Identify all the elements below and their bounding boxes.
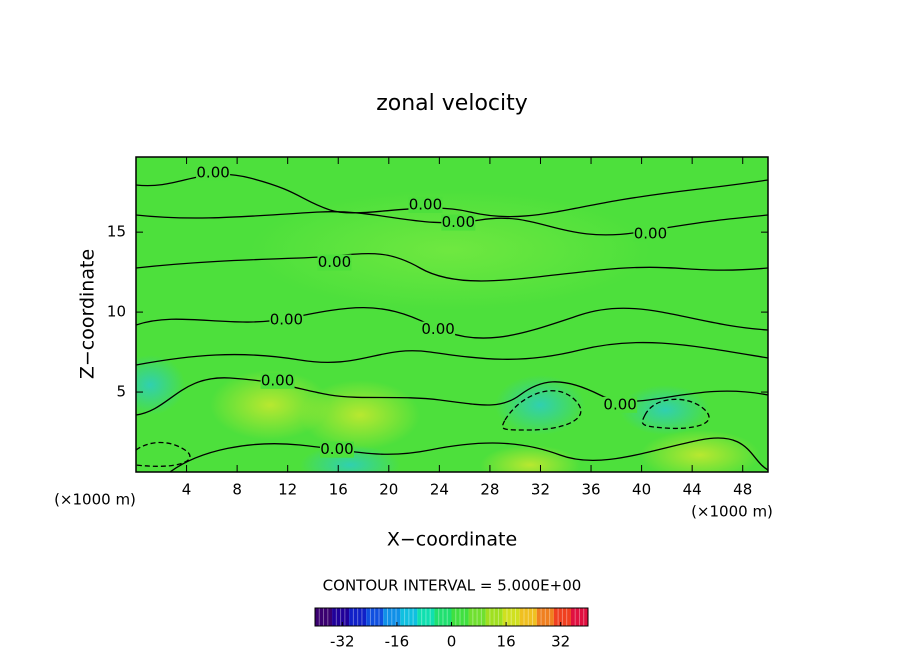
y-axis-label: Z−coordinate <box>77 249 99 379</box>
contour-label-bg <box>408 196 443 213</box>
field-blob <box>250 190 650 310</box>
colorbar-tick-label: 32 <box>551 633 570 651</box>
colorbar-swatch <box>570 608 588 626</box>
colorbar-swatch <box>502 608 520 626</box>
contour-label: 0.00 <box>261 371 294 389</box>
y-unit-label: (×1000 m) <box>54 491 136 509</box>
x-tick-label: 24 <box>430 481 449 499</box>
x-tick-label: 8 <box>232 481 242 499</box>
field-blob <box>300 380 420 450</box>
chart-title: zonal velocity <box>376 91 528 116</box>
field-blob <box>495 375 585 435</box>
colorbar-swatch <box>536 608 554 626</box>
x-tick-label: 36 <box>581 481 600 499</box>
field-blob <box>136 355 185 415</box>
contour-label: 0.00 <box>270 311 303 329</box>
contour-label-bg <box>269 312 304 329</box>
contour-label-bg <box>633 225 668 242</box>
x-tick-label: 28 <box>480 481 499 499</box>
colorbar-swatch <box>383 608 401 626</box>
field-blob <box>640 430 760 472</box>
x-tick-label: 40 <box>632 481 651 499</box>
contour-label: 0.00 <box>603 395 636 413</box>
contour-label: 0.00 <box>634 224 667 242</box>
colorbar-swatch <box>400 608 418 626</box>
x-axis-label: X−coordinate <box>387 529 517 551</box>
field-blob <box>210 370 330 440</box>
contour-label: 0.00 <box>409 195 442 213</box>
contour-label: 0.00 <box>320 440 353 458</box>
contour-label: 0.00 <box>442 213 475 231</box>
y-tick-label: 10 <box>107 303 126 321</box>
contour-label: 0.00 <box>196 163 229 181</box>
x-tick-label: 48 <box>733 481 752 499</box>
colorbar-swatch <box>451 608 469 626</box>
y-tick-label: 5 <box>116 383 126 401</box>
field <box>136 157 768 472</box>
colorbar-tick-label: -16 <box>385 633 410 651</box>
colorbar-tick-label: 16 <box>497 633 516 651</box>
colorbar-swatch <box>366 608 384 626</box>
contour-label-bg <box>603 396 638 413</box>
x-tick-label: 20 <box>379 481 398 499</box>
y-tick-label: 15 <box>107 223 126 241</box>
contour-label-bg <box>317 254 352 271</box>
colorbar-tick-label: -32 <box>330 633 355 651</box>
contour-label: 0.00 <box>421 320 454 338</box>
x-tick-label: 32 <box>531 481 550 499</box>
contour-label: 0.00 <box>318 253 351 271</box>
contour-interval: CONTOUR INTERVAL = 5.000E+00 <box>323 577 582 595</box>
colorbar-swatch <box>468 608 486 626</box>
x-tick-label: 4 <box>182 481 192 499</box>
colorbar-swatch <box>349 608 367 626</box>
colorbar-tick-label: 0 <box>447 633 457 651</box>
plot-frame <box>135 156 769 473</box>
contour-label-bg <box>441 214 476 231</box>
colorbar-swatch <box>485 608 503 626</box>
colorbar-swatch <box>315 608 333 626</box>
contour-label-bg <box>196 164 231 181</box>
colorbar-swatch <box>519 608 537 626</box>
colorbar-swatch <box>332 608 350 626</box>
colorbar-swatch <box>553 608 571 626</box>
field-blob <box>480 445 580 472</box>
colorbar-swatch <box>417 608 435 626</box>
x-tick-label: 16 <box>329 481 348 499</box>
contour-label-bg <box>319 441 354 458</box>
x-tick-label: 44 <box>683 481 702 499</box>
x-unit-label: (×1000 m) <box>691 503 773 521</box>
contour-label-bg <box>260 372 295 389</box>
x-tick-label: 12 <box>278 481 297 499</box>
contour-label-bg <box>421 321 456 338</box>
colorbar-swatch <box>434 608 452 626</box>
